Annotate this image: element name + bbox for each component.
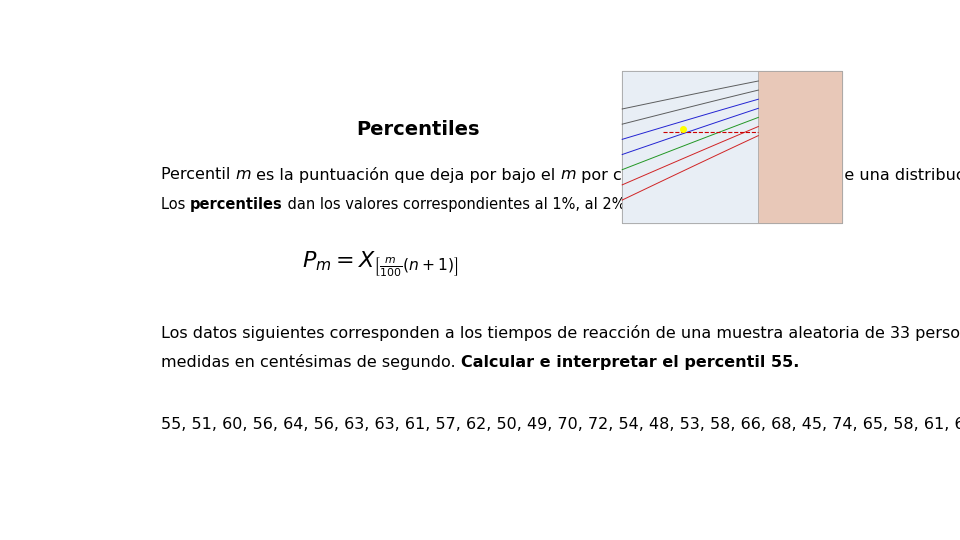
Text: dan los valores correspondientes al 1%, al 2%... y al 99% de los datos: dan los valores correspondientes al 1%, … — [282, 197, 801, 212]
Text: Percentiles: Percentiles — [356, 120, 479, 139]
Text: Calcular e interpretar el percentil 55.: Calcular e interpretar el percentil 55. — [461, 355, 799, 369]
Text: medidas en centésimas de segundo.: medidas en centésimas de segundo. — [161, 354, 461, 370]
Text: 55, 51, 60, 56, 64, 56, 63, 63, 61, 57, 62, 50, 49, 70, 72, 54, 48, 53, 58, 66, : 55, 51, 60, 56, 64, 56, 63, 63, 61, 57, … — [161, 417, 960, 432]
Text: Los datos siguientes corresponden a los tiempos de reacción de una muestra aleat: Los datos siguientes corresponden a los … — [161, 325, 960, 341]
Bar — [758, 71, 842, 223]
Text: Los: Los — [161, 197, 190, 212]
Bar — [622, 71, 842, 223]
Bar — [622, 71, 758, 223]
Text: por ciento de las puntuaciones de una distribución.: por ciento de las puntuaciones de una di… — [576, 167, 960, 183]
Text: Percentil: Percentil — [161, 167, 235, 183]
Text: $P_m = X_{\left[\frac{m}{100}(n+1)\right]}$: $P_m = X_{\left[\frac{m}{100}(n+1)\right… — [302, 249, 459, 279]
Text: percentiles: percentiles — [190, 197, 282, 212]
Text: es la puntuación que deja por bajo el: es la puntuación que deja por bajo el — [252, 167, 561, 183]
Text: m: m — [235, 167, 252, 183]
Text: m: m — [561, 167, 576, 183]
